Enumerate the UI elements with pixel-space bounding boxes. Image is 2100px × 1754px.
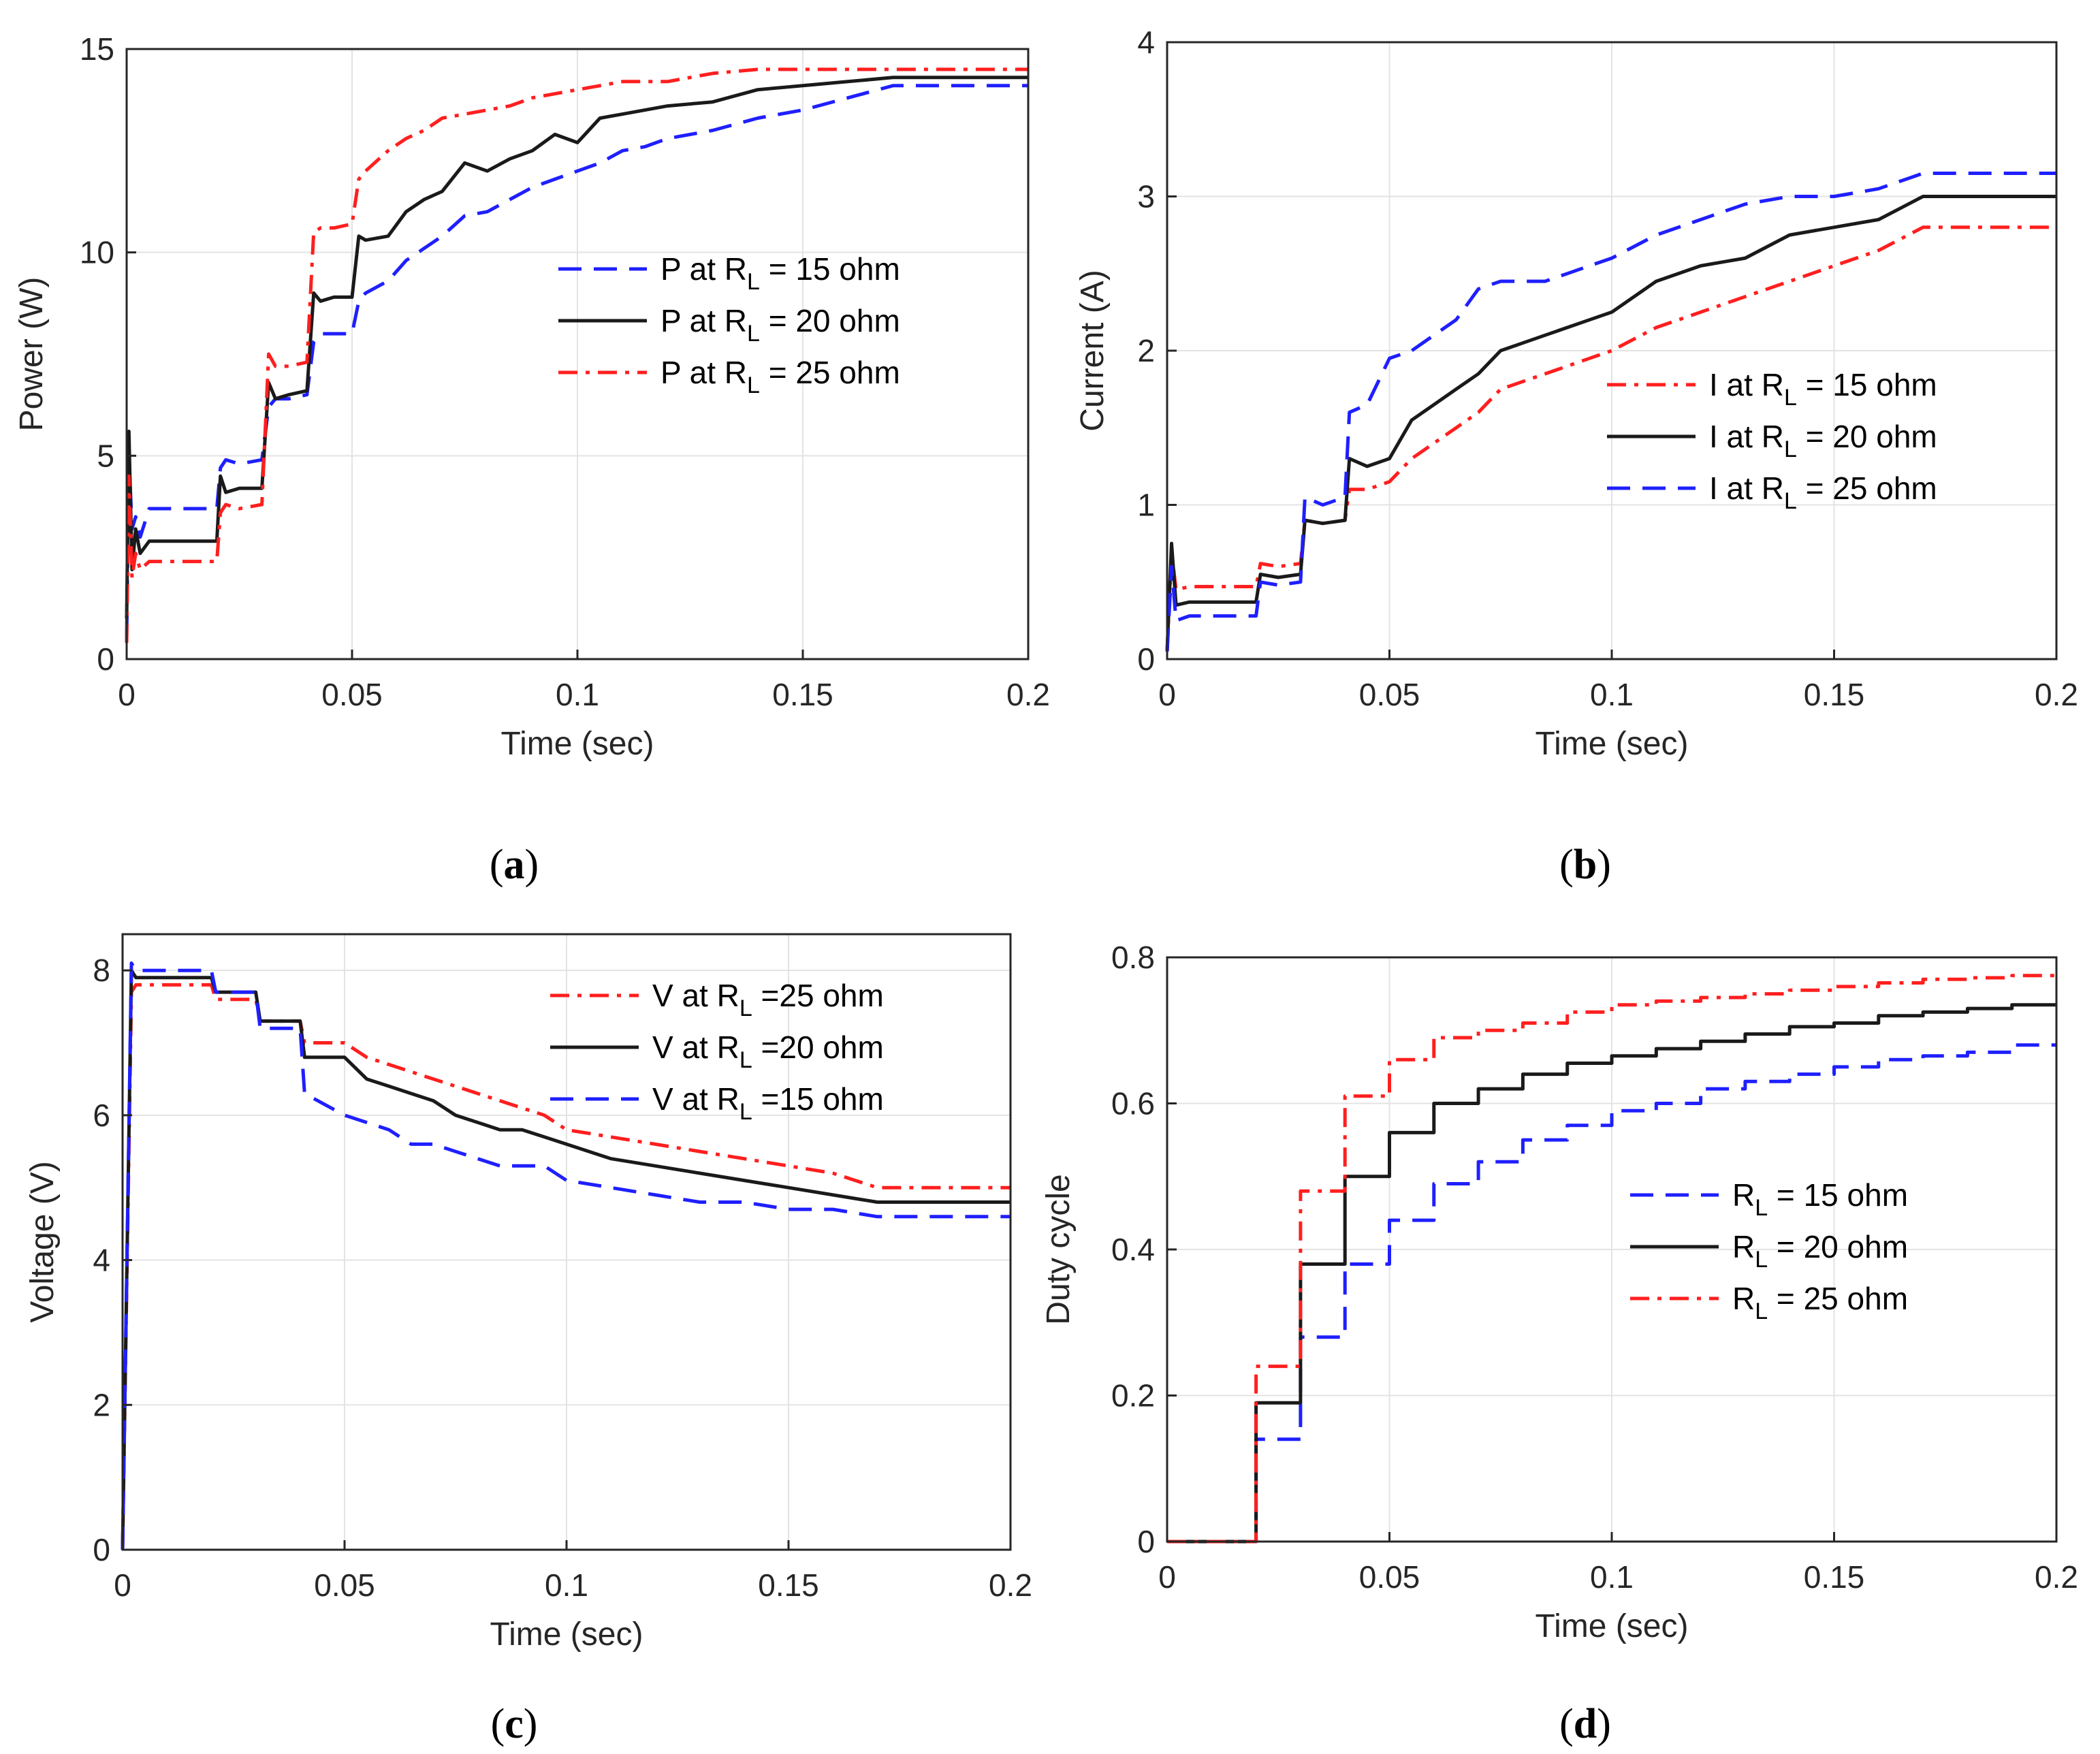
legend-entry-1: I at RL = 15 ohm xyxy=(1709,367,1937,411)
legend-entry-3: RL = 25 ohm xyxy=(1732,1281,1908,1324)
series-line-1 xyxy=(121,983,1011,1550)
y-tick-label: 0 xyxy=(97,641,114,677)
chart-panel-a: 0 0.05 0.1 0.15 0.2 0 5 10 15 Time (sec) Power (W)… xyxy=(14,31,1050,888)
series-line-3 xyxy=(1165,172,2056,652)
y-tick-label: 0.4 xyxy=(1111,1232,1155,1267)
legend-entry-2: RL = 20 ohm xyxy=(1732,1229,1908,1273)
x-tick-label: 0 xyxy=(1158,1559,1176,1595)
x-axis-label: Time (sec) xyxy=(501,726,654,762)
y-tick-label: 0 xyxy=(1137,641,1155,677)
y-axis-label: Power (W) xyxy=(14,277,50,432)
x-tick-label: 0.2 xyxy=(1006,677,1050,712)
legend-entry-2: V at RL =20 ohm xyxy=(652,1030,884,1073)
series-line-3 xyxy=(125,67,1028,643)
x-tick-label: 0 xyxy=(118,677,136,712)
y-tick-label: 4 xyxy=(93,1243,110,1278)
x-tick-label: 0.2 xyxy=(989,1567,1032,1603)
x-tick-label: 0.1 xyxy=(556,677,599,712)
y-tick-label: 15 xyxy=(80,31,114,67)
x-tick-label: 0.15 xyxy=(1804,1559,1865,1595)
y-tick-label: 2 xyxy=(93,1387,110,1422)
legend-entry-2: P at RL = 20 ohm xyxy=(661,303,900,347)
legend-entry-3: P at RL = 25 ohm xyxy=(661,355,900,398)
x-tick-label: 0.15 xyxy=(1804,677,1865,712)
y-tick-label: 10 xyxy=(80,235,114,270)
series-line-3 xyxy=(121,961,1011,1550)
x-tick-label: 0.05 xyxy=(1359,1559,1420,1595)
panel-caption: (d) xyxy=(1559,1701,1611,1747)
chart-panel-d: 0 0.05 0.1 0.15 0.2 0 0.2 0.4 0.6 0.8 Time (sec) Du… xyxy=(1040,940,2078,1747)
legend-entry-2: I at RL = 20 ohm xyxy=(1709,419,1937,462)
x-axis-label: Time (sec) xyxy=(490,1616,643,1653)
x-axis-label: Time (sec) xyxy=(1536,1608,1689,1644)
x-tick-label: 0.2 xyxy=(2035,1559,2078,1595)
legend-entry-1: V at RL =25 ohm xyxy=(652,978,884,1021)
chart-panel-c: 0 0.05 0.1 0.15 0.2 0 2 4 6 8 Time (sec) Voltage (V… xyxy=(25,933,1032,1747)
panel-caption: (c) xyxy=(491,1701,538,1747)
x-tick-label: 0.2 xyxy=(2035,677,2078,712)
legend-entry-3: I at RL = 25 ohm xyxy=(1709,471,1937,514)
y-tick-label: 0.8 xyxy=(1111,940,1155,975)
x-tick-label: 0.15 xyxy=(772,677,833,712)
series-line-2 xyxy=(1165,195,2056,652)
panel-caption: (b) xyxy=(1559,842,1611,888)
x-axis-label: Time (sec) xyxy=(1536,726,1689,762)
series-line-2 xyxy=(125,76,1028,619)
panel-caption: (a) xyxy=(490,842,539,888)
y-tick-label: 0.6 xyxy=(1111,1086,1155,1121)
series-line-1 xyxy=(1167,1043,2056,1544)
legend: V at RL =25 ohm V at RL =20 ohm V at RL =1… xyxy=(550,978,884,1125)
y-axis-label: Current (A) xyxy=(1075,270,1111,431)
y-tick-label: 6 xyxy=(93,1098,110,1133)
series-line-1 xyxy=(125,84,1028,639)
x-tick-label: 0.1 xyxy=(1590,677,1634,712)
x-tick-label: 0 xyxy=(1158,677,1176,712)
x-tick-label: 0.05 xyxy=(314,1567,375,1603)
y-tick-label: 8 xyxy=(93,953,110,988)
x-tick-label: 0.1 xyxy=(545,1567,588,1603)
x-tick-label: 0.05 xyxy=(1359,677,1420,712)
y-tick-label: 0 xyxy=(93,1532,110,1567)
legend-entry-3: V at RL =15 ohm xyxy=(652,1081,884,1125)
y-tick-label: 5 xyxy=(97,438,114,473)
y-axis-label: Voltage (V) xyxy=(25,1161,61,1322)
legend-entry-1: P at RL = 15 ohm xyxy=(661,251,900,295)
y-tick-label: 3 xyxy=(1137,179,1155,214)
y-tick-label: 1 xyxy=(1137,488,1155,523)
y-tick-label: 2 xyxy=(1137,333,1155,368)
y-tick-label: 0 xyxy=(1137,1524,1155,1559)
x-tick-label: 0.1 xyxy=(1590,1559,1634,1595)
series-line-2 xyxy=(1167,1003,2056,1544)
series-line-1 xyxy=(1165,225,2056,652)
chart-panel-b: 0 0.05 0.1 0.15 0.2 0 1 2 3 4 Time (sec) Current (A… xyxy=(1075,25,2078,888)
y-tick-label: 0.2 xyxy=(1111,1378,1155,1414)
x-tick-label: 0 xyxy=(114,1567,131,1603)
x-tick-label: 0.15 xyxy=(758,1567,819,1603)
legend: P at RL = 15 ohm P at RL = 20 ohm P at RL … xyxy=(558,251,900,398)
legend-entry-1: RL = 15 ohm xyxy=(1732,1177,1908,1221)
x-tick-label: 0.05 xyxy=(321,677,383,712)
y-tick-label: 4 xyxy=(1137,25,1155,60)
legend: I at RL = 15 ohm I at RL = 20 ohm I at RL … xyxy=(1607,367,1937,514)
series-line-3 xyxy=(1167,974,2056,1544)
legend: RL = 15 ohm RL = 20 ohm RL = 25 ohm xyxy=(1630,1177,1908,1324)
y-axis-label: Duty cycle xyxy=(1040,1174,1077,1324)
